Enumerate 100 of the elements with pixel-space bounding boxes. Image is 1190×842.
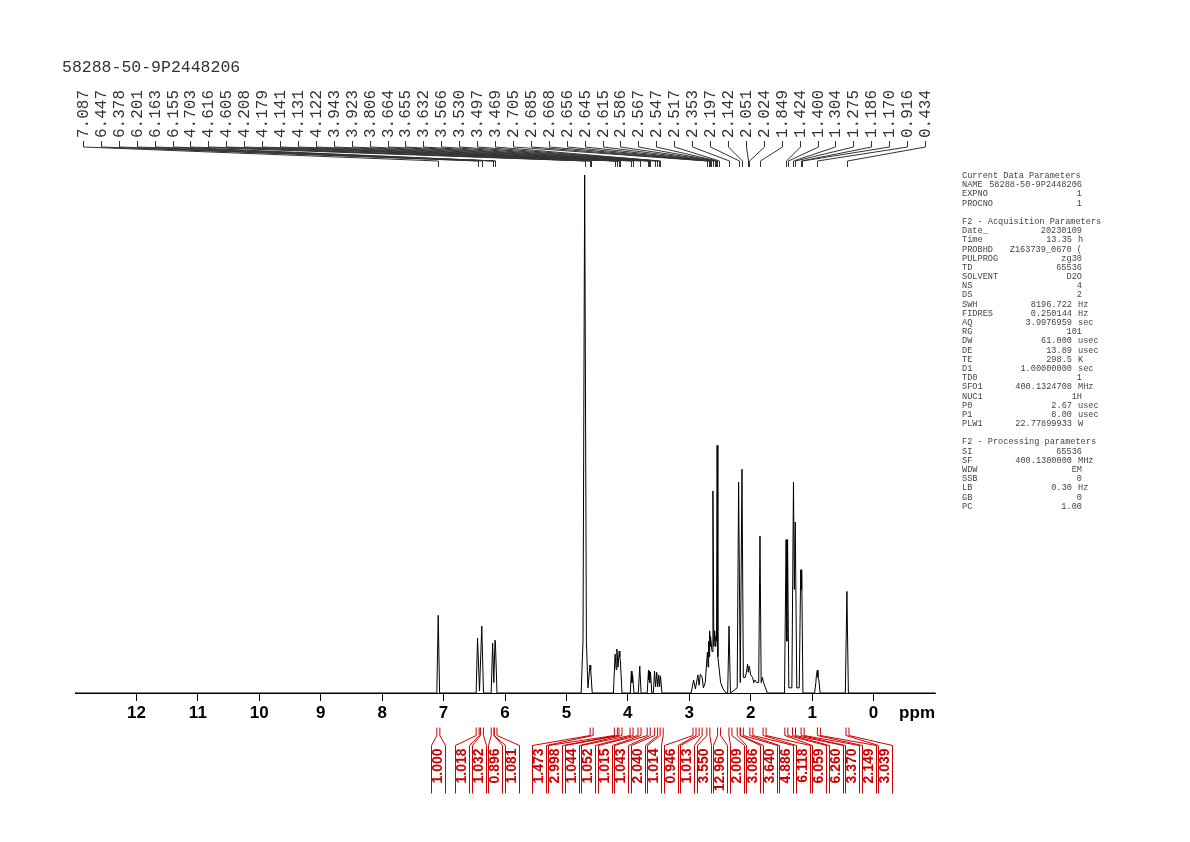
annotation: 2.705 bbox=[504, 89, 523, 138]
text: SSB 0 bbox=[962, 474, 1082, 485]
annotation: 4.605 bbox=[217, 89, 236, 138]
annotation: 1.052 bbox=[579, 748, 596, 784]
annotation: 3.530 bbox=[450, 89, 469, 138]
annotation: 3.943 bbox=[325, 89, 344, 138]
annotation: 6.378 bbox=[110, 89, 129, 138]
text: EXPNO 1 bbox=[962, 189, 1082, 200]
annotation: 3.469 bbox=[486, 89, 505, 138]
text: TD 65536 bbox=[962, 262, 1082, 273]
annotation: 2.586 bbox=[611, 89, 630, 138]
x-tick-label: 5 bbox=[561, 702, 572, 722]
text: F2 - Processing parameters bbox=[962, 437, 1097, 448]
annotation: 3.655 bbox=[396, 89, 415, 138]
chart-title: 58288-50-9P2448206 bbox=[62, 58, 241, 78]
annotation: 3.370 bbox=[843, 748, 860, 784]
text: SFO1 400.1324708 MHz bbox=[962, 382, 1094, 393]
text: DW 61.000 usec bbox=[962, 336, 1099, 347]
annotation: 2.517 bbox=[665, 89, 684, 138]
x-tick-label: 9 bbox=[315, 702, 326, 722]
x-tick-label: 3 bbox=[684, 702, 695, 722]
annotation: 7.087 bbox=[74, 89, 93, 138]
annotation: 0.896 bbox=[486, 748, 503, 784]
annotation: 3.632 bbox=[414, 89, 433, 138]
x-tick-label: 10 bbox=[249, 702, 269, 722]
x-tick-label: 2 bbox=[745, 702, 756, 722]
text: PROCNO 1 bbox=[962, 198, 1082, 209]
text: FIDRES 0.250144 Hz bbox=[962, 308, 1089, 319]
annotation: 6.059 bbox=[810, 748, 827, 784]
annotation: 2.567 bbox=[629, 89, 648, 138]
annotation: 1.044 bbox=[563, 748, 580, 784]
text: SOLVENT D2O bbox=[962, 272, 1082, 283]
annotation: 4.703 bbox=[181, 89, 200, 138]
x-tick-label: 12 bbox=[126, 702, 146, 722]
annotation: 6.447 bbox=[92, 89, 111, 138]
annotation: 2.998 bbox=[546, 748, 563, 784]
annotation: 1.849 bbox=[773, 89, 792, 138]
annotation: 2.142 bbox=[719, 89, 738, 138]
annotation: 3.039 bbox=[876, 748, 893, 784]
annotation: 0.434 bbox=[916, 89, 935, 138]
annotation: 6.201 bbox=[128, 89, 147, 138]
text: PLW1 22.77899933 W bbox=[962, 419, 1084, 430]
text: DE 13.89 usec bbox=[962, 345, 1099, 356]
annotation: 3.566 bbox=[432, 89, 451, 138]
text: NUC1 1H bbox=[962, 391, 1082, 402]
annotation: 1.275 bbox=[844, 89, 863, 138]
x-tick-label: 4 bbox=[623, 702, 634, 722]
annotation: 2.051 bbox=[737, 89, 756, 138]
annotation: 6.118 bbox=[794, 748, 811, 783]
annotation: 1.170 bbox=[880, 89, 899, 138]
annotation: 1.473 bbox=[530, 748, 547, 784]
text: PC 1.00 bbox=[962, 501, 1082, 512]
annotation: 1.081 bbox=[503, 748, 520, 784]
text: LB 0.30 Hz bbox=[962, 483, 1089, 494]
text: PROBHD Z163739_0670 ( bbox=[962, 244, 1082, 255]
x-tick-label: 1 bbox=[807, 702, 817, 722]
text: NS 4 bbox=[962, 281, 1082, 292]
text: F2 - Acquisition Parameters bbox=[962, 216, 1102, 227]
text: DS 2 bbox=[962, 290, 1082, 301]
text: Current Data Parameters bbox=[962, 171, 1081, 181]
annotation: 2.685 bbox=[522, 89, 541, 138]
x-axis-title: ppm bbox=[899, 703, 935, 723]
annotation: 3.806 bbox=[361, 89, 380, 138]
x-tick-label: 7 bbox=[438, 702, 449, 722]
x-tick-label: 6 bbox=[500, 702, 510, 722]
text: AQ 3.9976959 sec bbox=[962, 318, 1094, 328]
annotation: 3.640 bbox=[761, 748, 778, 784]
text: SWH 8196.722 Hz bbox=[962, 299, 1089, 310]
x-tick-label: 8 bbox=[377, 702, 387, 722]
annotation: 1.186 bbox=[862, 89, 881, 138]
annotation: 4.886 bbox=[777, 748, 794, 784]
annotation: 0.946 bbox=[662, 748, 679, 784]
annotation: 2.615 bbox=[594, 89, 613, 138]
annotation: 4.616 bbox=[199, 89, 218, 138]
text: TE 298.5 K bbox=[962, 354, 1084, 365]
annotation: 3.497 bbox=[468, 89, 487, 138]
annotation: 1.304 bbox=[826, 89, 845, 138]
annotation: 2.024 bbox=[755, 89, 774, 138]
annotation: 3.550 bbox=[695, 748, 712, 784]
text: WDW EM bbox=[962, 465, 1082, 475]
annotation: 1.018 bbox=[453, 748, 470, 784]
text: SF 400.1300000 MHz bbox=[962, 455, 1094, 466]
annotation: 1.032 bbox=[470, 748, 487, 784]
annotation: 0.916 bbox=[898, 89, 917, 138]
text: GB 0 bbox=[962, 492, 1082, 503]
annotation: 4.122 bbox=[307, 89, 326, 138]
annotation: 1.043 bbox=[612, 748, 629, 784]
annotation: 2.645 bbox=[576, 89, 595, 138]
text: Time 13.35 h bbox=[962, 235, 1084, 246]
annotation: 2.149 bbox=[860, 748, 877, 784]
annotation: 1.000 bbox=[429, 748, 446, 784]
x-tick-label: 0 bbox=[868, 702, 879, 722]
annotation: 1.015 bbox=[596, 748, 613, 784]
annotation: 12.960 bbox=[711, 748, 728, 792]
annotation: 3.923 bbox=[343, 89, 362, 138]
annotation: 6.260 bbox=[827, 748, 844, 784]
annotation: 1.014 bbox=[645, 748, 662, 784]
annotation: 2.009 bbox=[728, 748, 745, 784]
annotation: 2.547 bbox=[647, 89, 666, 138]
annotation: 4.131 bbox=[289, 89, 308, 138]
